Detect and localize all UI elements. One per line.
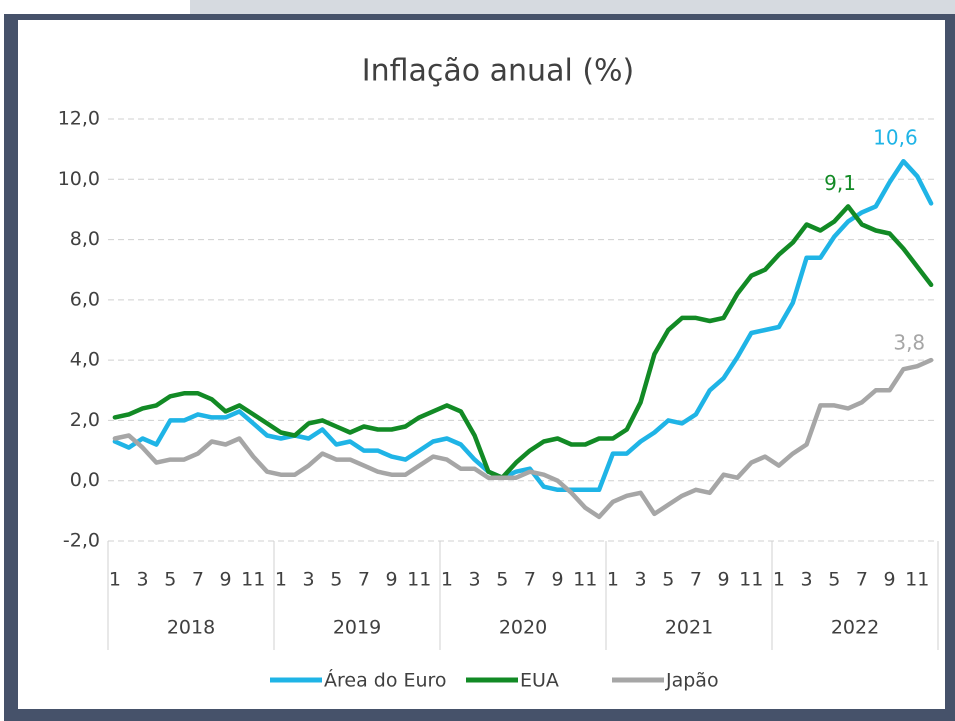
x-tick-label: 3 (801, 569, 813, 591)
y-tick-label: 10,0 (58, 168, 100, 190)
y-tick-label: 4,0 (70, 349, 100, 371)
legend-label: Área do Euro (324, 669, 447, 692)
chart-title: Inflação anual (%) (362, 54, 635, 89)
x-tick-label: 1 (441, 569, 453, 591)
x-tick-label: 7 (358, 569, 370, 591)
x-tick-label: 1 (607, 569, 619, 591)
x-group-label: 2020 (499, 617, 547, 639)
x-group-label: 2022 (831, 617, 879, 639)
x-tick-label: 3 (469, 569, 481, 591)
x-tick-label: 1 (275, 569, 287, 591)
x-tick-label: 5 (828, 569, 840, 591)
series-line (112, 204, 934, 480)
x-tick-label: 5 (662, 569, 674, 591)
x-tick-label: 1 (109, 569, 121, 591)
x-tick-label: 7 (524, 569, 536, 591)
x-tick-label: 11 (407, 569, 431, 591)
y-tick-label: 2,0 (70, 409, 100, 431)
x-tick-label: 1 (773, 569, 785, 591)
y-tick-label: 12,0 (58, 108, 100, 130)
y-tick-label: 6,0 (70, 288, 100, 310)
x-tick-label: 9 (220, 569, 232, 591)
x-tick-label: 9 (884, 569, 896, 591)
x-tick-label: 3 (137, 569, 149, 591)
x-tick-label: 5 (496, 569, 508, 591)
data-label: 9,1 (824, 171, 856, 195)
x-group-label: 2018 (167, 617, 215, 639)
x-tick-label: 11 (241, 569, 265, 591)
top-bar (190, 0, 955, 16)
legend-label: Japão (665, 670, 719, 692)
x-group-label: 2021 (665, 617, 713, 639)
x-tick-label: 3 (635, 569, 647, 591)
x-tick-label: 7 (856, 569, 868, 591)
panel (18, 20, 945, 709)
x-tick-label: 9 (718, 569, 730, 591)
y-tick-label: -2,0 (63, 530, 100, 552)
data-label: 10,6 (873, 126, 918, 150)
x-tick-label: 5 (330, 569, 342, 591)
data-label: 3,8 (893, 331, 925, 355)
x-tick-label: 11 (905, 569, 929, 591)
x-tick-label: 9 (386, 569, 398, 591)
series-line (112, 357, 934, 520)
x-tick-label: 5 (164, 569, 176, 591)
legend-label: EUA (520, 670, 559, 692)
y-tick-label: 8,0 (70, 228, 100, 250)
x-tick-label: 9 (552, 569, 564, 591)
x-tick-label: 7 (690, 569, 702, 591)
series-line (112, 158, 934, 493)
y-tick-label: 0,0 (70, 469, 100, 491)
x-tick-label: 11 (573, 569, 597, 591)
x-group-label: 2019 (333, 617, 381, 639)
x-tick-label: 11 (739, 569, 763, 591)
x-tick-label: 3 (303, 569, 315, 591)
x-tick-label: 7 (192, 569, 204, 591)
